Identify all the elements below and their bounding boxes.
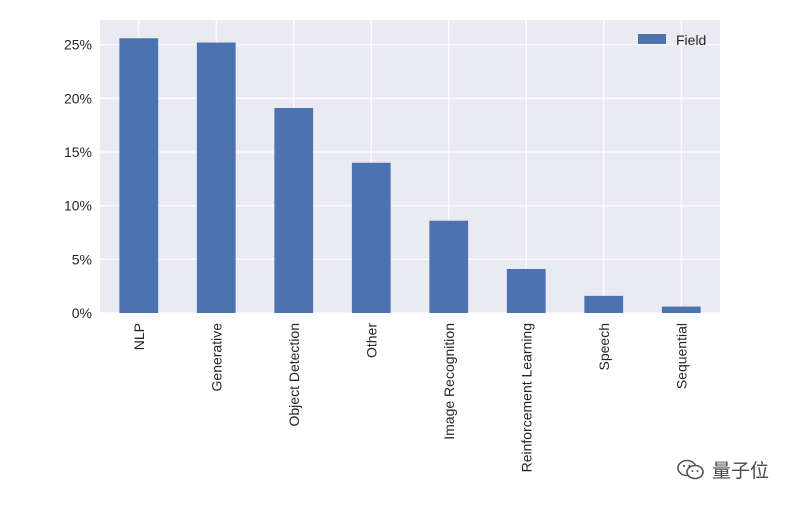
y-tick-labels: 0% 5% 10% 15% 20% 25% xyxy=(64,37,92,321)
y-tick-label: 20% xyxy=(64,90,92,106)
bar-nlp xyxy=(119,38,159,313)
bar-reinforcement-learning xyxy=(506,268,546,313)
y-tick-label: 10% xyxy=(64,198,92,214)
watermark-text: 量子位 xyxy=(712,460,770,482)
wechat-logo-icon xyxy=(677,459,704,479)
legend-label: Field xyxy=(676,32,706,48)
y-tick-label: 0% xyxy=(72,305,92,321)
watermark: 量子位 xyxy=(676,456,769,483)
bar-image-recognition xyxy=(429,220,469,313)
x-tick-label: Image Recognition xyxy=(441,323,457,440)
x-tick-label: Sequential xyxy=(673,323,689,389)
x-tick-label: NLP xyxy=(131,323,147,350)
plot-area xyxy=(100,20,720,313)
x-tick-label: Object Detection xyxy=(286,323,302,427)
x-tick-label: Other xyxy=(363,323,379,358)
y-tick-label: 5% xyxy=(72,251,92,267)
x-tick-label: Reinforcement Learning xyxy=(518,323,534,472)
x-tick-label: Generative xyxy=(208,323,224,392)
x-tick-labels: NLP Generative Object Detection Other Image … xyxy=(131,323,690,473)
y-tick-label: 25% xyxy=(64,37,92,53)
bars xyxy=(119,38,701,314)
legend: Field xyxy=(638,32,706,48)
legend-swatch xyxy=(638,34,666,44)
x-tick-label: Speech xyxy=(596,323,612,370)
bar-other xyxy=(351,162,391,313)
bar-speech xyxy=(584,295,624,313)
bar-sequential xyxy=(661,306,701,313)
bar-object-detection xyxy=(274,108,314,313)
y-tick-label: 15% xyxy=(64,144,92,160)
bar-generative xyxy=(196,42,236,314)
